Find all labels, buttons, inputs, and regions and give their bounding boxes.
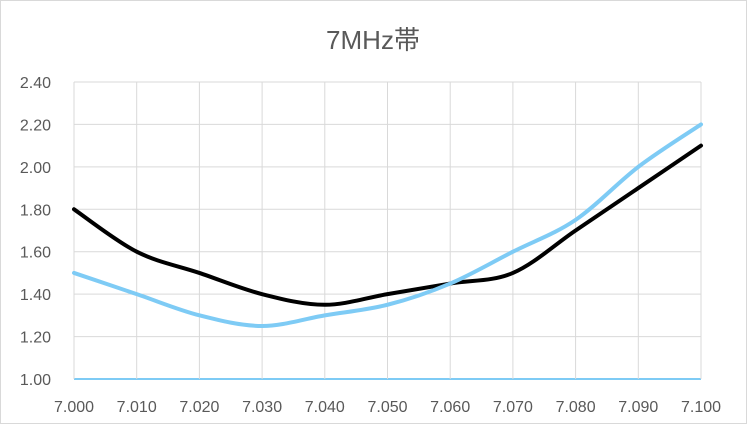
y-tick-label: 1.20 (20, 330, 51, 347)
y-tick-label: 2.00 (20, 160, 51, 177)
x-tick-label: 7.020 (179, 399, 219, 416)
gridlines (73, 81, 702, 380)
x-axis-ticks: 7.000 7.010 7.020 7.030 7.040 7.050 7.060 7.070… (54, 399, 721, 416)
chart-title: 7MHz帯 (326, 25, 420, 55)
x-tick-label: 7.100 (681, 399, 721, 416)
x-tick-label: 7.090 (618, 399, 658, 416)
y-tick-label: 2.40 (20, 75, 51, 92)
y-tick-label: 1.80 (20, 202, 51, 219)
x-tick-label: 7.030 (242, 399, 282, 416)
x-tick-label: 7.080 (556, 399, 596, 416)
y-tick-label: 1.40 (20, 287, 51, 304)
y-axis-ticks: 1.00 1.20 1.40 1.60 1.80 2.00 2.20 2.40 (20, 75, 51, 389)
x-tick-label: 7.010 (117, 399, 157, 416)
y-tick-label: 1.60 (20, 245, 51, 262)
x-tick-label: 7.050 (367, 399, 407, 416)
y-tick-label: 2.20 (20, 117, 51, 134)
x-tick-label: 7.060 (430, 399, 470, 416)
series-lines (72, 122, 703, 328)
x-tick-label: 7.070 (493, 399, 533, 416)
y-tick-label: 1.00 (20, 372, 51, 389)
series-line-2 (72, 122, 703, 328)
x-tick-label: 7.000 (54, 399, 94, 416)
x-tick-label: 7.040 (305, 399, 345, 416)
series-line-1 (72, 143, 703, 307)
